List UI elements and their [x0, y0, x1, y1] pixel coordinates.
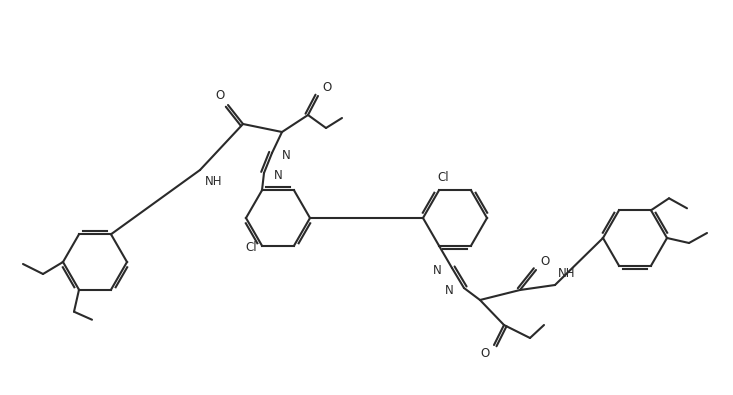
Text: N: N: [445, 284, 454, 297]
Text: O: O: [481, 347, 490, 360]
Text: NH: NH: [205, 175, 223, 188]
Text: NH: NH: [558, 267, 575, 280]
Text: N: N: [433, 265, 442, 278]
Text: N: N: [274, 169, 283, 181]
Text: Cl: Cl: [246, 241, 257, 254]
Text: O: O: [216, 89, 225, 102]
Text: O: O: [322, 81, 331, 94]
Text: O: O: [540, 255, 549, 268]
Text: N: N: [282, 149, 291, 162]
Text: Cl: Cl: [437, 171, 449, 184]
